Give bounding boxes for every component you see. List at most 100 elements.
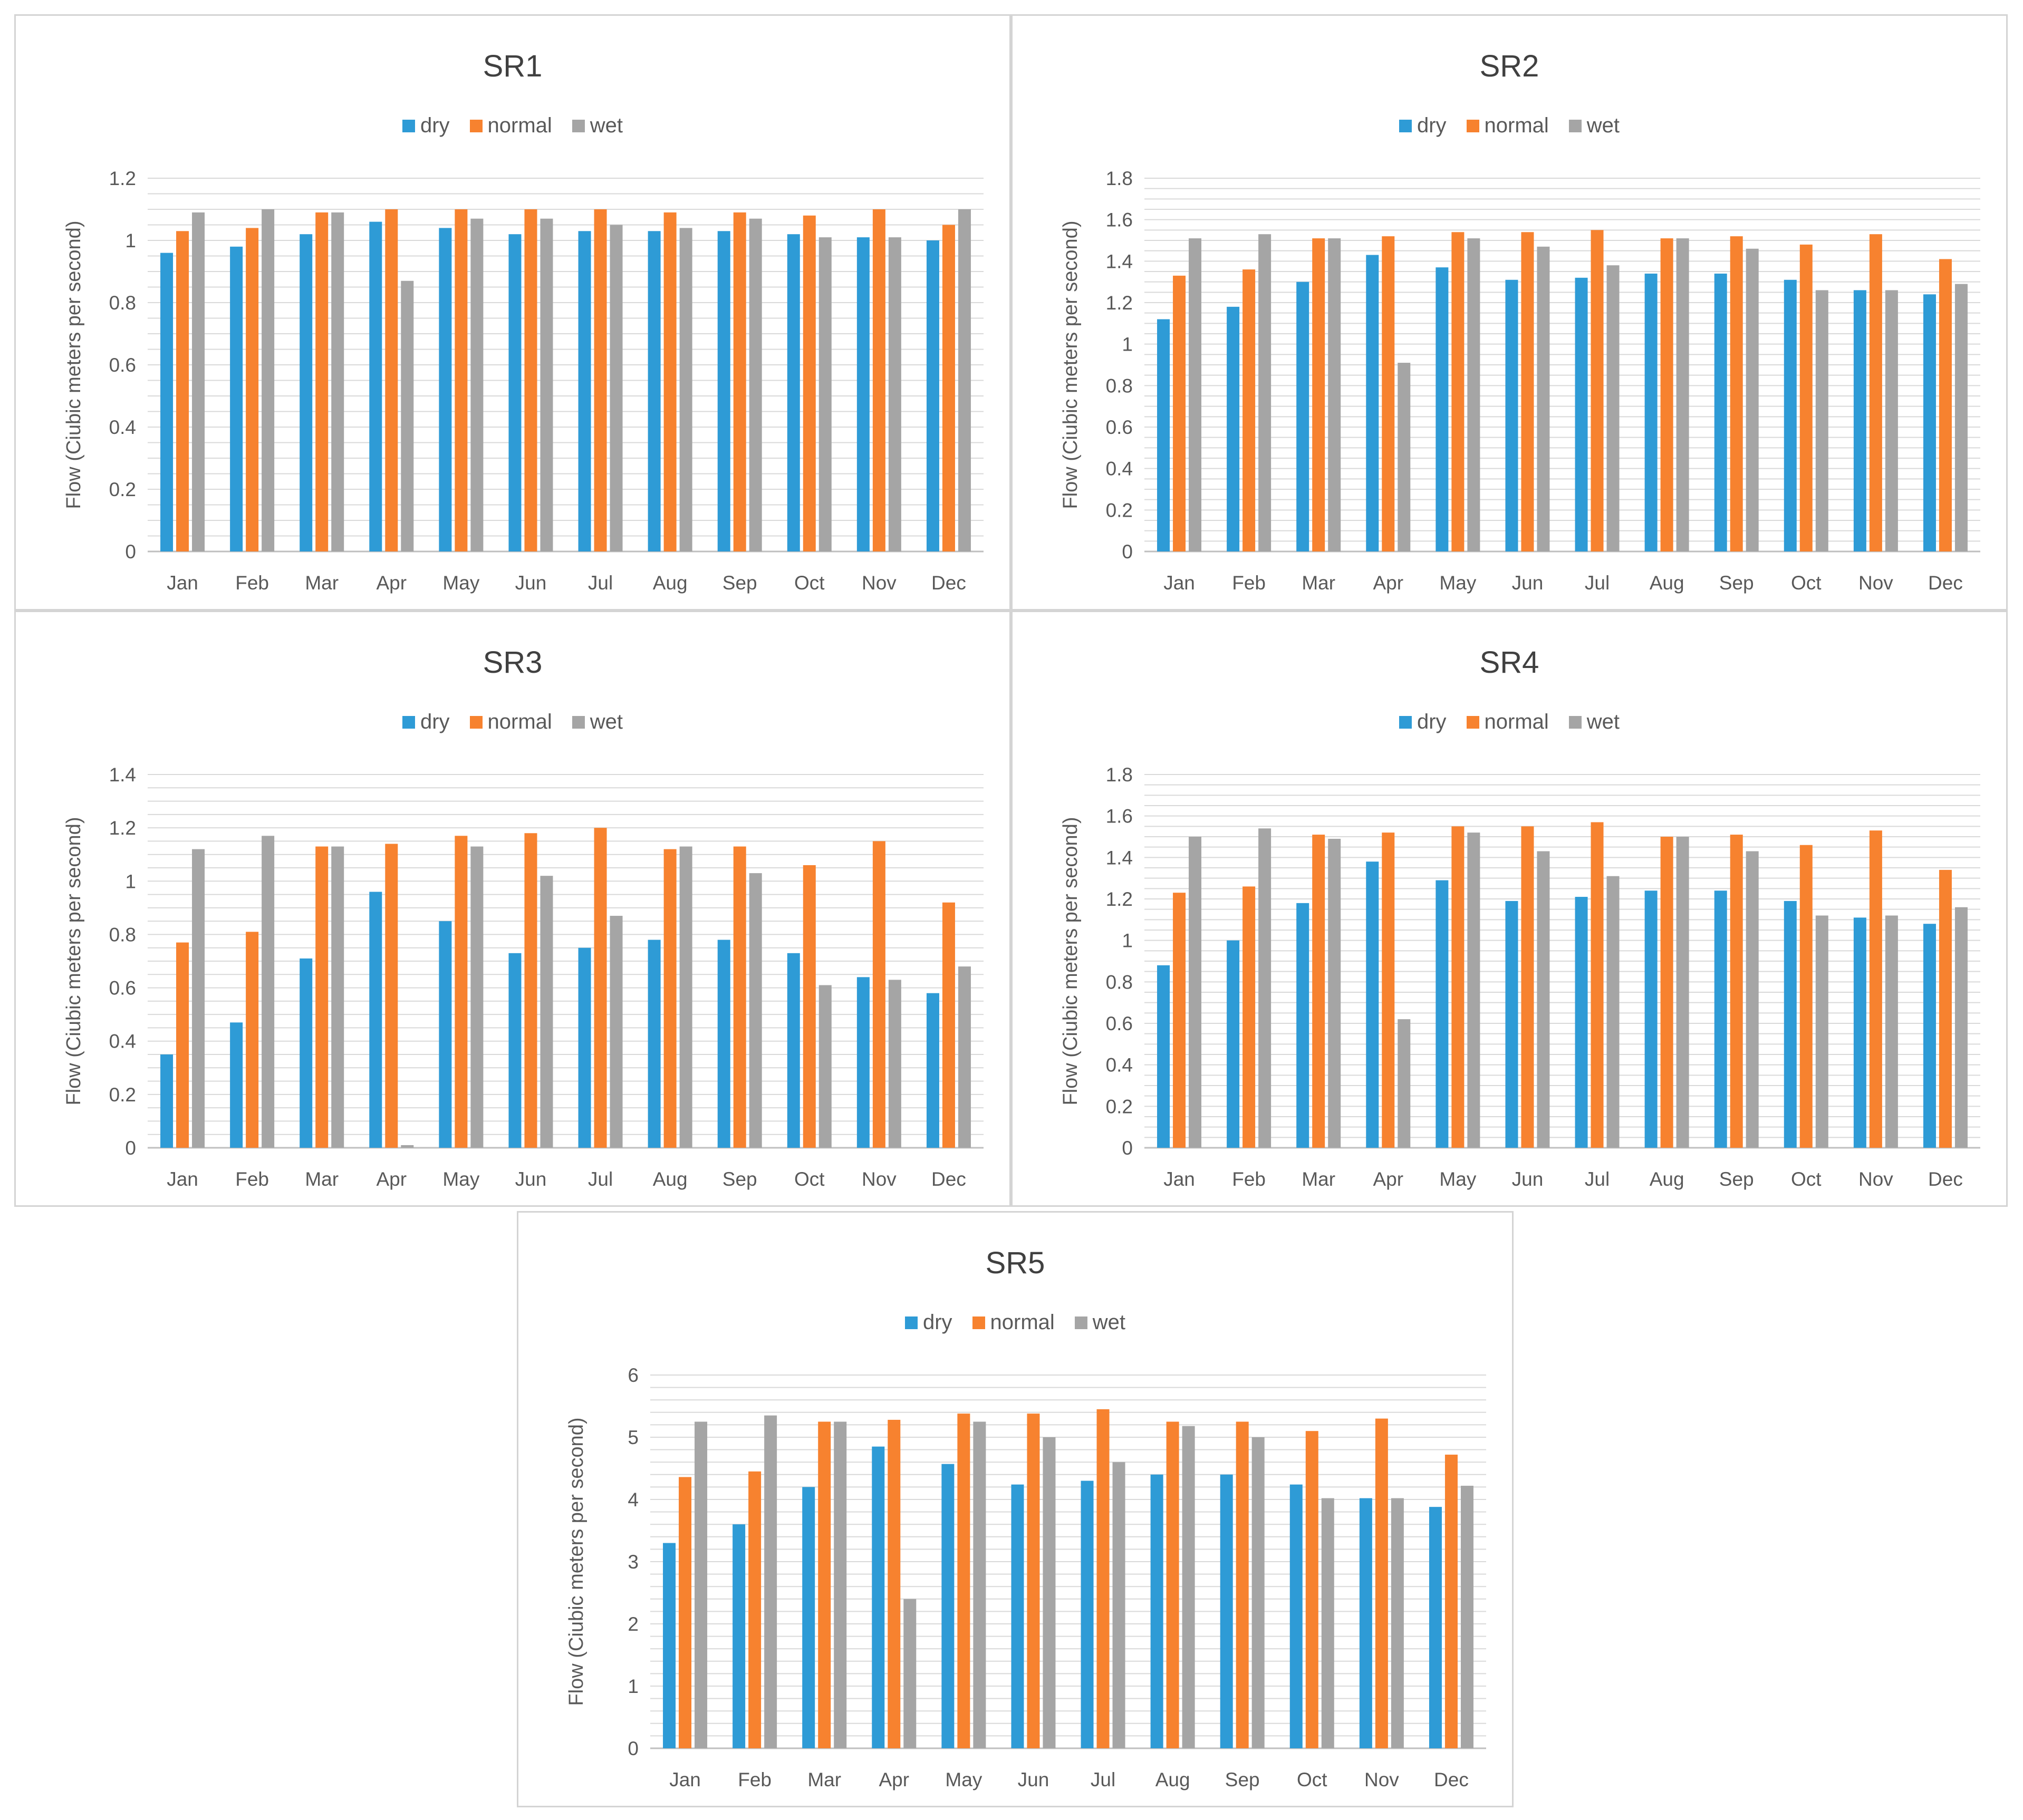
legend-item-normal: normal: [1466, 710, 1549, 734]
bar-dry: [160, 253, 174, 552]
bar-normal: [957, 1414, 970, 1748]
bar-normal: [1451, 826, 1465, 1148]
x-tick-label: Mar: [807, 1769, 841, 1790]
bar-wet: [1537, 246, 1550, 551]
y-tick-label: 0.8: [1106, 375, 1133, 396]
bar-normal: [1869, 234, 1882, 551]
x-tick-label: Oct: [1297, 1769, 1327, 1790]
x-tick-label: Jan: [167, 1168, 198, 1190]
legend-swatch-wet: [1074, 1316, 1087, 1329]
bar-wet: [610, 916, 623, 1148]
bar-wet: [1885, 290, 1898, 551]
bar-dry: [1436, 267, 1449, 552]
y-tick-label: 2: [628, 1613, 639, 1635]
bar-normal: [1096, 1409, 1110, 1748]
y-axis-label: Flow (Ciubic meters per second): [1059, 817, 1082, 1106]
bar-wet: [1676, 238, 1689, 552]
bar-normal: [803, 865, 816, 1148]
legend-item-wet: wet: [572, 710, 623, 734]
bar-dry: [1436, 880, 1449, 1148]
bar-dry: [160, 1054, 174, 1148]
legend-label-wet: wet: [590, 710, 623, 733]
x-tick-label: Dec: [1928, 1168, 1963, 1190]
bar-normal: [1173, 275, 1186, 551]
x-tick-label: Dec: [931, 572, 966, 594]
chart-panel-sr2: SR2 dry normal wet 0 0.2 0.4 0.6 0.8 1 1.2 1.4 1…: [1011, 14, 2008, 611]
bar-dry: [926, 240, 939, 551]
bar-wet: [749, 218, 762, 551]
bar-wet: [1189, 837, 1202, 1148]
bar-normal: [1166, 1421, 1179, 1748]
bar-wet: [192, 849, 205, 1148]
y-tick-label: 1.2: [109, 168, 136, 189]
legend-item-dry: dry: [904, 1311, 952, 1334]
legend-swatch-dry: [402, 119, 415, 132]
bar-normal: [1312, 238, 1325, 552]
y-tick-label: 0.4: [109, 1031, 136, 1052]
legend-label-wet: wet: [590, 114, 623, 137]
bar-wet: [1398, 1019, 1411, 1148]
x-tick-label: May: [1439, 572, 1476, 594]
bar-wet: [401, 280, 414, 551]
legend-item-normal: normal: [1466, 114, 1549, 138]
x-tick-label: Oct: [1791, 572, 1822, 594]
x-tick-label: Feb: [235, 572, 269, 594]
x-tick-label: Jul: [588, 1168, 613, 1190]
bar-wet: [1954, 907, 1968, 1148]
bar-normal: [455, 836, 468, 1148]
y-axis-label: Flow (Ciubic meters per second): [63, 221, 85, 509]
y-tick-label: 4: [628, 1489, 639, 1511]
y-tick-label: 1.6: [1106, 209, 1133, 231]
bar-dry: [1853, 290, 1866, 551]
bar-wet: [540, 218, 553, 551]
bar-normal: [679, 1477, 692, 1748]
bar-normal: [1242, 269, 1256, 552]
x-tick-label: Oct: [794, 572, 825, 594]
bar-normal: [1236, 1421, 1249, 1748]
y-tick-label: 1.2: [1106, 888, 1133, 910]
y-tick-label: 0: [125, 1137, 136, 1159]
x-tick-label: Sep: [722, 572, 757, 594]
bar-dry: [1227, 306, 1240, 551]
bar-dry: [1784, 901, 1797, 1148]
y-tick-label: 0.2: [1106, 499, 1133, 521]
legend-label-normal: normal: [487, 114, 552, 137]
bar-dry: [1227, 940, 1240, 1148]
x-tick-label: Apr: [1373, 1168, 1404, 1190]
bar-wet: [834, 1421, 847, 1748]
bar-wet: [1885, 915, 1898, 1148]
bar-dry: [1923, 924, 1936, 1148]
x-tick-label: Aug: [1650, 1168, 1684, 1190]
legend-label-normal: normal: [1484, 710, 1549, 733]
bar-dry: [1081, 1480, 1094, 1748]
bar-wet: [192, 212, 205, 551]
bar-normal: [524, 833, 537, 1148]
bar-dry: [508, 234, 522, 551]
x-tick-label: Mar: [305, 1168, 339, 1190]
x-tick-label: Oct: [1791, 1168, 1822, 1190]
x-tick-label: Mar: [1302, 572, 1335, 594]
bar-normal: [1591, 230, 1604, 551]
legend-label-dry: dry: [420, 710, 450, 733]
bar-wet: [1537, 851, 1550, 1148]
bar-wet: [1391, 1498, 1404, 1748]
bar-normal: [733, 846, 746, 1148]
x-tick-label: Sep: [1225, 1769, 1260, 1790]
bar-dry: [1220, 1474, 1233, 1748]
bar-wet: [610, 225, 623, 551]
bar-dry: [1011, 1484, 1024, 1748]
bar-normal: [818, 1421, 831, 1748]
chart-legend: dry normal wet: [518, 1311, 1512, 1334]
bar-wet: [1467, 832, 1480, 1148]
y-tick-label: 1.4: [1106, 847, 1133, 868]
x-tick-label: Aug: [1650, 572, 1684, 594]
x-tick-label: Jun: [1018, 1769, 1049, 1790]
chart-legend: dry normal wet: [1013, 114, 2006, 138]
bar-wet: [262, 209, 275, 551]
y-tick-label: 0.2: [109, 479, 136, 500]
y-tick-label: 1: [1122, 930, 1133, 952]
chart-legend: dry normal wet: [16, 710, 1009, 734]
y-tick-label: 1: [125, 230, 136, 251]
y-tick-label: 1: [628, 1676, 639, 1697]
bar-dry: [1714, 890, 1727, 1148]
